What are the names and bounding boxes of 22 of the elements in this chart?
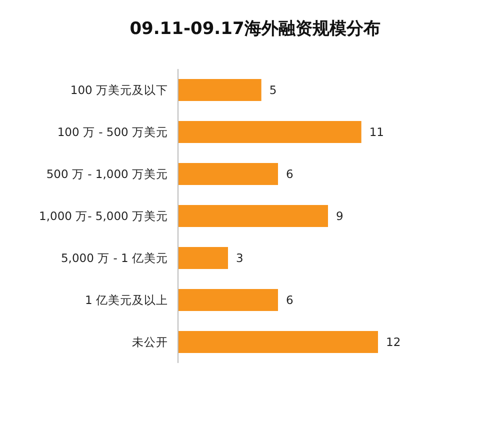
y-tick-label: 1,000 万- 5,000 万美元 [39, 209, 168, 223]
bar [178, 79, 262, 101]
y-tick-label: 100 万美元及以下 [70, 83, 168, 97]
data-label: 11 [369, 125, 384, 139]
y-tick-label: 1 亿美元及以上 [85, 293, 168, 307]
data-label: 6 [286, 167, 294, 181]
data-label: 5 [269, 83, 277, 97]
bar [178, 121, 362, 143]
bar [178, 205, 328, 227]
bar [178, 163, 278, 185]
data-label: 12 [386, 335, 401, 349]
y-tick-label: 500 万 - 1,000 万美元 [46, 167, 168, 181]
y-tick-label: 5,000 万 - 1 亿美元 [60, 251, 168, 265]
data-label: 9 [336, 209, 344, 223]
data-label: 6 [286, 293, 294, 307]
y-tick-label: 未公开 [132, 335, 168, 349]
bar [178, 247, 228, 269]
chart-title: 09.11-09.17海外融资规模分布 [130, 19, 380, 39]
y-tick-label: 100 万 - 500 万美元 [57, 125, 168, 139]
bar [178, 331, 378, 353]
bar [178, 289, 278, 311]
data-label: 3 [236, 251, 244, 265]
